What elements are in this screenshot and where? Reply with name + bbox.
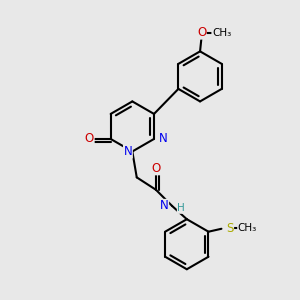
Text: S: S <box>226 222 233 235</box>
Text: CH₃: CH₃ <box>212 28 231 38</box>
Text: N: N <box>158 133 167 146</box>
Text: O: O <box>85 133 94 146</box>
Text: CH₃: CH₃ <box>238 223 257 233</box>
Text: H: H <box>177 203 185 213</box>
Text: N: N <box>160 200 169 212</box>
Text: N: N <box>124 145 132 158</box>
Text: O: O <box>151 162 160 175</box>
Text: O: O <box>197 26 206 39</box>
